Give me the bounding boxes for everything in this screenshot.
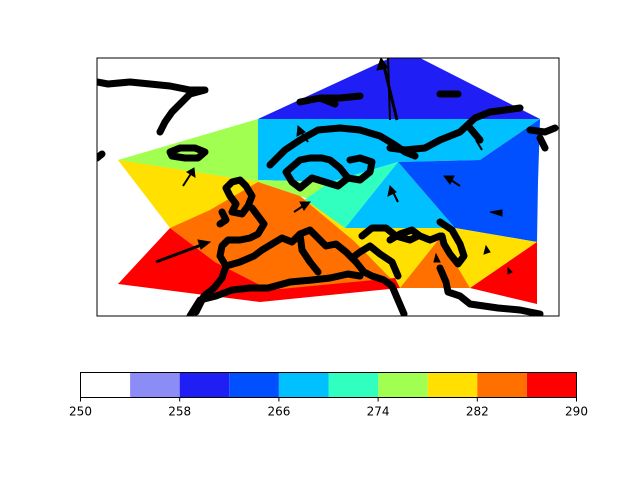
colorbar-frame: [80, 372, 577, 398]
map-axes: [96, 57, 560, 317]
coastline-scandinavia: [266, 92, 419, 192]
map-frame: [96, 57, 560, 317]
colorbar-cell: [278, 372, 329, 398]
contour-region-286-290-b: [470, 242, 537, 304]
coastline-western-europe: [192, 204, 268, 316]
wind-vector-head: [296, 124, 306, 137]
colorbar-tick-label: 250: [69, 405, 92, 419]
wind-vector-head: [483, 244, 491, 255]
colorbar-cell: [130, 372, 180, 398]
contour-region-278-282-b: [118, 160, 258, 228]
contour-region-286-290: [118, 228, 400, 302]
colorbar-tick-label: 258: [168, 405, 191, 419]
contour-region-266-270-b: [345, 162, 455, 228]
coastline-canada: [97, 150, 106, 162]
wind-vector-head: [299, 201, 311, 211]
coastline-iceland: [166, 144, 209, 162]
colorbar-cell: [378, 372, 428, 398]
contour-region-262-266: [398, 119, 540, 242]
colorbar-cell: [229, 372, 279, 398]
wind-vector: [387, 58, 391, 121]
colorbar-cell: [179, 372, 230, 398]
colorbar-tick-label: 266: [267, 405, 290, 419]
coastline-mediterranean: [222, 218, 544, 316]
wind-vector: [475, 139, 483, 151]
coastline-greenland: [97, 78, 209, 136]
wind-vector-head: [443, 175, 455, 185]
colorbar-cell: [80, 372, 131, 398]
colorbar-cell: [427, 372, 478, 398]
wind-vector-head: [376, 58, 389, 71]
coastline-north-africa: [186, 270, 364, 316]
wind-vector-head: [433, 252, 441, 263]
wind-vector-head: [387, 184, 397, 197]
coastline-uk: [216, 176, 256, 228]
wind-vectors: [155, 58, 513, 275]
coastlines: [97, 78, 559, 316]
wind-vector-head: [186, 167, 196, 178]
colorbar-tick-label: 274: [367, 405, 390, 419]
wind-vector-head: [197, 239, 212, 250]
colorbar-ticks: 250 258 266 274 282 290: [69, 397, 588, 419]
wind-vector-head: [507, 266, 513, 275]
colorbar-tick-label: 282: [466, 405, 489, 419]
contour-region-282-286-b: [400, 238, 470, 288]
contour-region-274-278: [118, 119, 345, 212]
colorbar-tick-label: 290: [565, 405, 588, 419]
colorbar-cell: [526, 372, 577, 398]
wind-vector: [155, 242, 205, 264]
wind-vector-head: [489, 209, 503, 217]
colorbar-cell: [328, 372, 379, 398]
coastline-russia-north: [386, 104, 559, 154]
coastline-black-sea: [386, 226, 444, 244]
colorbar-cell: [477, 372, 527, 398]
colorbar-cells: [80, 372, 577, 398]
colorbar: 250 258 266 274 282 290: [69, 372, 588, 419]
coastline-baltic: [344, 154, 376, 184]
